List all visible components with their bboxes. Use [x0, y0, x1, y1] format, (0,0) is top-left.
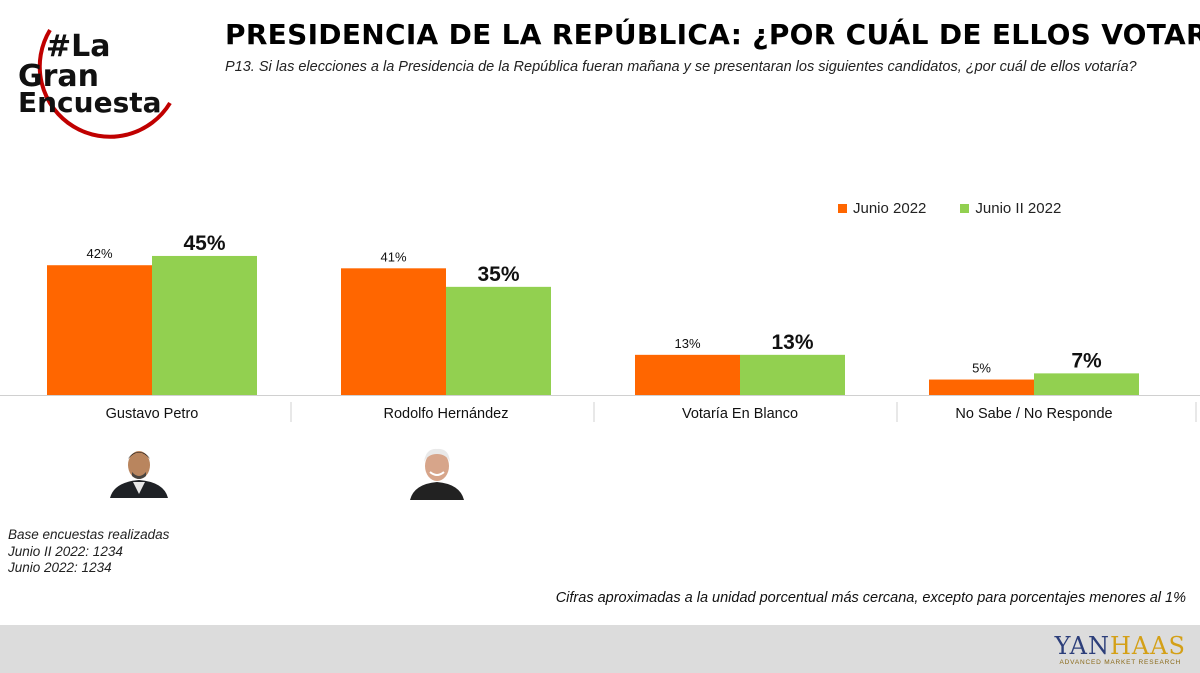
- page-title: PRESIDENCIA DE LA REPÚBLICA: ¿POR CUÁL D…: [225, 18, 1200, 51]
- data-label: 13%: [674, 336, 700, 351]
- bar-junio-ii-1: [446, 286, 551, 395]
- bar-junio-3: [929, 379, 1034, 395]
- bar-junio-1: [341, 268, 446, 395]
- legend-swatch-junio-ii: [960, 204, 970, 213]
- logo-line3: Encuesta: [18, 86, 162, 119]
- chart-legend: Junio 2022 Junio II 2022: [838, 200, 1095, 217]
- legend-item-junio-ii: Junio II 2022: [960, 200, 1061, 217]
- legend-item-junio: Junio 2022: [838, 200, 926, 217]
- la-gran-encuesta-logo: #La Gran Encuesta: [10, 8, 190, 158]
- yanhaas-logo: YANHAAS ADVANCED MARKET RESEARCH: [1055, 633, 1186, 666]
- legend-label-junio-ii: Junio II 2022: [975, 200, 1062, 217]
- data-label: 41%: [380, 249, 406, 264]
- category-label: No Sabe / No Responde: [955, 406, 1112, 422]
- bar-junio-2: [635, 354, 740, 395]
- data-label: 5%: [972, 361, 991, 376]
- brand-tagline: ADVANCED MARKET RESEARCH: [1059, 659, 1182, 666]
- data-label: 45%: [183, 232, 225, 255]
- brand-name: YANHAAS: [1054, 632, 1186, 660]
- logo-line1: #La: [46, 29, 111, 64]
- category-label: Gustavo Petro: [106, 406, 199, 422]
- legend-swatch-junio: [838, 204, 847, 213]
- data-label: 42%: [86, 246, 112, 261]
- bar-junio-0: [47, 265, 152, 395]
- bar-junio-ii-0: [152, 255, 257, 395]
- logo-line2: Gran: [18, 59, 99, 94]
- bar-junio-ii-3: [1034, 373, 1139, 395]
- gustavo-petro-photo: [108, 442, 170, 503]
- legend-label-junio: Junio 2022: [853, 200, 927, 217]
- data-label: 35%: [477, 263, 519, 286]
- question-subtitle: P13. Si las elecciones a la Presidencia …: [225, 59, 1137, 75]
- data-label: 7%: [1071, 349, 1102, 372]
- footer-bar: [0, 625, 1200, 673]
- data-label: 13%: [771, 331, 813, 354]
- base-line1: Base encuestas realizadas: [8, 527, 170, 542]
- bar-chart: 42% 45% Gustavo Petro 41% 35% Rodolfo Hernánd…: [0, 232, 1200, 422]
- category-label: Rodolfo Hernández: [384, 406, 509, 422]
- base-line3: Junio 2022: 1234: [8, 560, 112, 575]
- survey-base-note: Base encuestas realizadas Junio II 2022:…: [8, 527, 169, 577]
- rodolfo-hernandez-photo: [410, 442, 464, 505]
- base-line2: Junio II 2022: 1234: [8, 543, 123, 559]
- logo-graphic: #La Gran Encuesta: [18, 28, 172, 139]
- bar-junio-ii-2: [740, 354, 845, 395]
- rounding-note: Cifras aproximadas a la unidad porcentua…: [555, 590, 1186, 606]
- category-label: Votaría En Blanco: [682, 406, 798, 422]
